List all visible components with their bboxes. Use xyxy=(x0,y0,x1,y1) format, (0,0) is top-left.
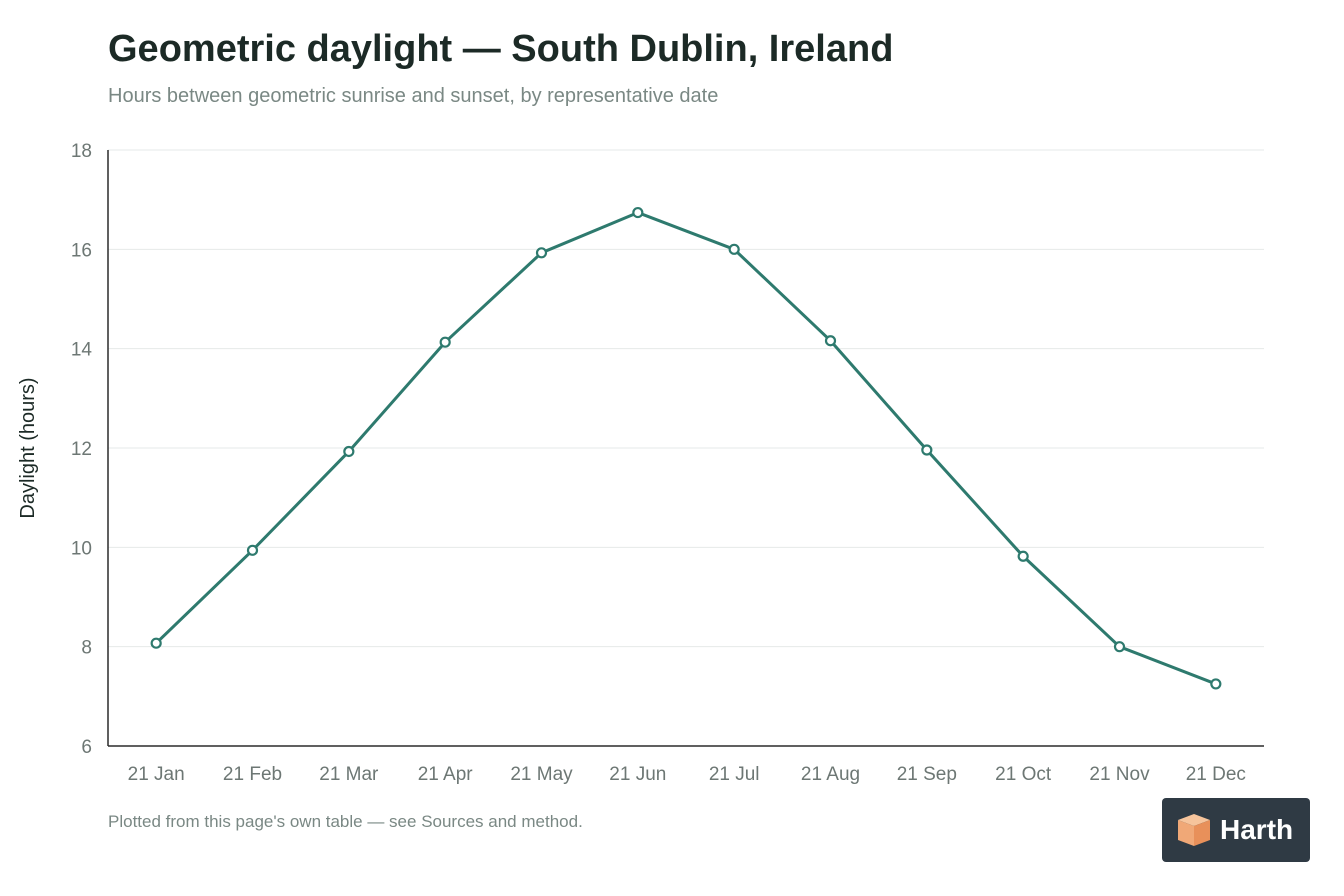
data-points xyxy=(150,206,1222,690)
data-point[interactable] xyxy=(1210,678,1222,690)
x-tick-label: 21 Sep xyxy=(897,764,957,785)
x-tick-label: 21 Apr xyxy=(418,764,474,785)
data-point[interactable] xyxy=(824,335,837,347)
data-point[interactable] xyxy=(535,247,548,259)
y-tick-label: 14 xyxy=(71,340,93,361)
x-tick-label: 21 Dec xyxy=(1186,764,1246,785)
data-point[interactable] xyxy=(921,444,933,456)
data-point[interactable] xyxy=(150,637,162,649)
x-tick-label: 21 Jul xyxy=(709,764,760,785)
data-point[interactable] xyxy=(728,243,740,255)
data-point[interactable] xyxy=(439,336,451,348)
y-tick-label: 18 xyxy=(71,141,92,162)
x-tick-labels: 21 Jan 21 Feb 21 Mar 21 Apr 21 May 21 Jun 21 J… xyxy=(128,764,1246,785)
data-point[interactable] xyxy=(343,445,355,458)
x-tick-label: 21 Feb xyxy=(223,764,282,785)
footnote: Plotted from this page's own table — see… xyxy=(108,812,583,831)
data-point[interactable] xyxy=(1017,550,1029,562)
data-point[interactable] xyxy=(1113,641,1126,653)
chart-title: Geometric daylight — South Dublin, Irela… xyxy=(108,28,894,70)
x-tick-label: 21 Jun xyxy=(609,764,666,785)
y-tick-labels: 6 8 10 12 14 16 18 xyxy=(71,141,93,758)
data-point[interactable] xyxy=(246,544,259,556)
y-tick-label: 10 xyxy=(71,538,92,559)
x-tick-label: 21 Oct xyxy=(995,764,1052,785)
y-tick-label: 8 xyxy=(81,638,92,659)
grid-lines xyxy=(108,149,1264,648)
chart-subtitle: Hours between geometric sunrise and suns… xyxy=(108,85,719,107)
logo-text: Harth xyxy=(1220,814,1294,845)
x-tick-label: 21 May xyxy=(510,764,573,785)
series-line xyxy=(155,211,1217,686)
x-tick-label: 21 Aug xyxy=(801,764,860,785)
box-icon xyxy=(1178,814,1210,846)
data-point[interactable] xyxy=(632,206,644,219)
x-tick-label: 21 Jan xyxy=(128,764,185,785)
y-tick-label: 16 xyxy=(71,240,92,261)
y-tick-label: 12 xyxy=(71,439,92,460)
y-axis-label: Daylight (hours) xyxy=(17,377,39,518)
harth-logo: Harth xyxy=(1162,798,1310,862)
x-tick-label: 21 Nov xyxy=(1089,764,1150,785)
y-tick-label: 6 xyxy=(81,737,92,758)
x-tick-label: 21 Mar xyxy=(319,764,379,785)
